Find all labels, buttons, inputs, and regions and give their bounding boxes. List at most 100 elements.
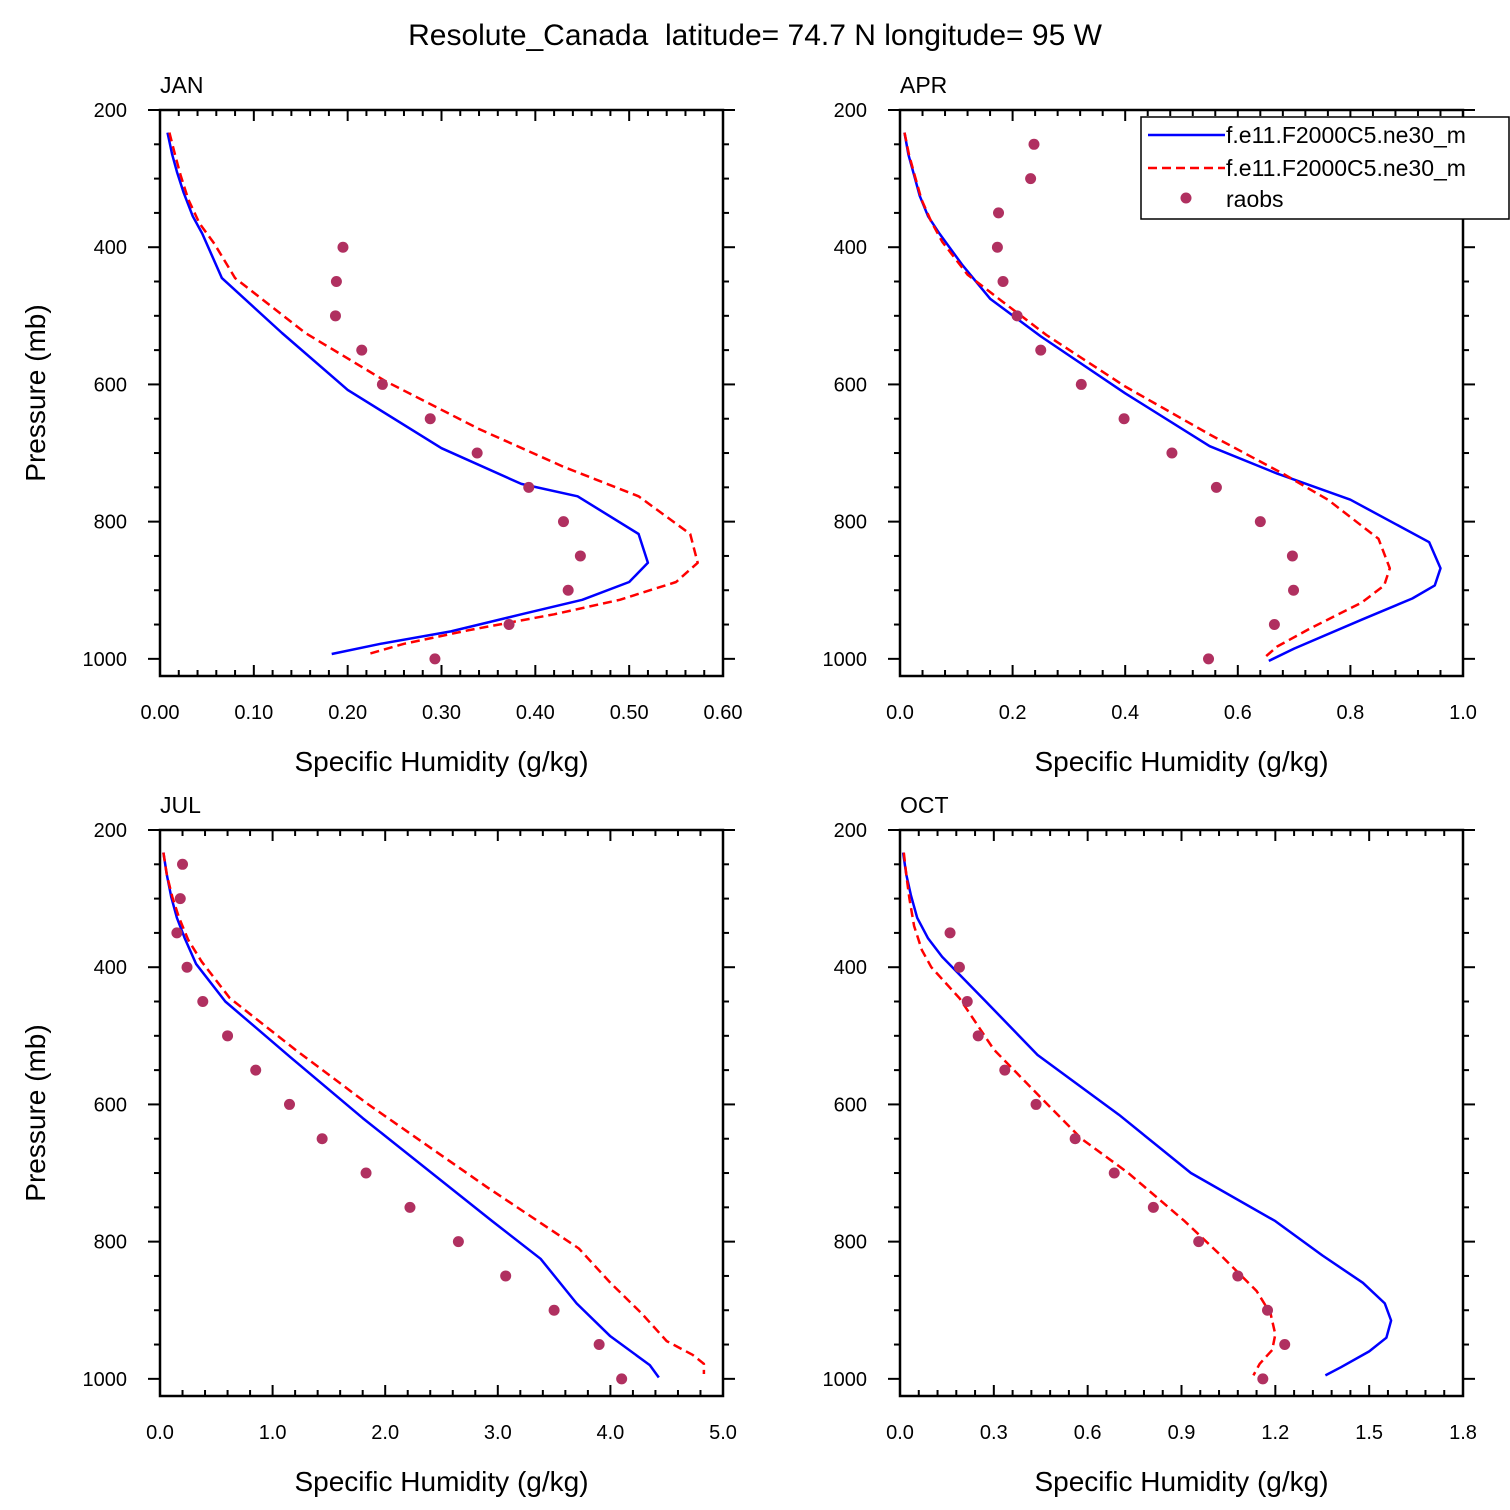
model-line-solid: [166, 132, 650, 656]
model-line-solid: [901, 852, 1393, 1377]
x-tick-label: 0.0: [146, 1422, 174, 1444]
x-tick-label: 0.60: [704, 702, 743, 724]
raobs-point: [548, 1304, 560, 1316]
model-line-solid: [903, 132, 1442, 663]
x-tick-label: 0.2: [999, 702, 1027, 724]
raobs-point: [500, 1270, 512, 1282]
raobs-point: [1075, 378, 1087, 390]
y-tick-label: 600: [834, 1094, 867, 1116]
raobs-point: [1203, 653, 1215, 665]
panel-jul: 0.0 1.0 2.0 3.0 4.0 5.0 200 400 600 800 1000 JUL Spe…: [20, 792, 737, 1497]
x-tick-label: 0.20: [328, 702, 367, 724]
raobs-point: [523, 481, 535, 493]
y-tick-label: 1000: [83, 1369, 128, 1391]
y-tick-label: 800: [834, 512, 867, 534]
raobs-point: [1030, 1098, 1042, 1110]
y-tick-label: 600: [94, 374, 127, 396]
raobs-point: [1011, 310, 1023, 322]
plot-frame: [898, 108, 1465, 678]
plot-frame: [158, 108, 725, 678]
figure-title: Resolute_Canada latitude= 74.7 N longitu…: [408, 19, 1102, 52]
raobs-point: [222, 1030, 234, 1042]
legend-swatch-marker: [1180, 192, 1192, 204]
panel-label: JUL: [160, 792, 201, 818]
raobs-point: [991, 241, 1003, 253]
x-tick-label: 3.0: [484, 1422, 512, 1444]
y-tick-label: 200: [834, 100, 867, 122]
raobs-point: [972, 1030, 984, 1042]
raobs-point: [1028, 138, 1040, 150]
raobs-point: [574, 550, 586, 562]
raobs-point: [997, 276, 1009, 288]
raobs-point: [429, 653, 441, 665]
panel-apr: 0.0 0.2 0.4 0.6 0.8 1.0 200 400 600 800 1000 APR Spe…: [823, 72, 1510, 777]
y-axis-label: Pressure (mb): [20, 304, 51, 481]
plot-frame: [898, 828, 1465, 1398]
y-tick-label: 1000: [83, 649, 128, 671]
raobs-point: [953, 961, 965, 973]
raobs-point: [330, 276, 342, 288]
raobs-point: [283, 1098, 295, 1110]
y-tick-label: 800: [94, 512, 127, 534]
model-line-solid: [162, 852, 660, 1379]
raobs-point: [356, 344, 368, 356]
raobs-point: [1108, 1167, 1120, 1179]
raobs-point: [1069, 1133, 1081, 1145]
panel-label: JAN: [160, 72, 203, 98]
y-tick-label: 200: [94, 820, 127, 842]
x-tick-label: 0.40: [516, 702, 555, 724]
y-tick-label: 800: [94, 1232, 127, 1254]
raobs-point: [557, 516, 569, 528]
y-tick-label: 600: [94, 1094, 127, 1116]
raobs-point: [1025, 173, 1037, 185]
raobs-point: [337, 241, 349, 253]
x-tick-label: 0.0: [886, 1422, 914, 1444]
x-tick-label: 0.50: [610, 702, 649, 724]
model-line-dashed: [162, 852, 706, 1374]
legend-entry: raobs: [1226, 186, 1284, 212]
panel-label: OCT: [900, 792, 949, 818]
y-tick-label: 200: [94, 100, 127, 122]
x-tick-label: 0.30: [422, 702, 461, 724]
raobs-point: [174, 893, 186, 905]
raobs-point: [1288, 584, 1300, 596]
raobs-point: [197, 996, 209, 1008]
x-tick-label: 0.10: [234, 702, 273, 724]
y-tick-label: 200: [834, 820, 867, 842]
x-tick-label: 0.00: [141, 702, 180, 724]
raobs-point: [452, 1236, 464, 1248]
raobs-point: [1254, 516, 1266, 528]
model-line-dashed: [903, 132, 1392, 660]
x-tick-label: 5.0: [709, 1422, 737, 1444]
x-axis-label: Specific Humidity (g/kg): [294, 1466, 588, 1497]
x-axis-label: Specific Humidity (g/kg): [1034, 1466, 1328, 1497]
y-tick-label: 400: [94, 237, 127, 259]
x-tick-label: 1.8: [1449, 1422, 1477, 1444]
legend: f.e11.F2000C5.ne30_m f.e11.F2000C5.ne30_m…: [1140, 116, 1510, 220]
raobs-point: [1193, 1236, 1205, 1248]
raobs-point: [1268, 619, 1280, 631]
x-axis-label: Specific Humidity (g/kg): [1034, 746, 1328, 777]
raobs-point: [944, 927, 956, 939]
raobs-point: [1257, 1373, 1269, 1385]
y-tick-label: 1000: [823, 1369, 868, 1391]
raobs-point: [329, 310, 341, 322]
y-tick-label: 1000: [823, 649, 868, 671]
plot-frame: [158, 828, 725, 1398]
x-axis-label: Specific Humidity (g/kg): [294, 746, 588, 777]
raobs-point: [471, 447, 483, 459]
raobs-point: [1210, 481, 1222, 493]
x-tick-label: 0.6: [1074, 1422, 1102, 1444]
raobs-point: [562, 584, 574, 596]
panel-jan: 0.00 0.10 0.20 0.30 0.40 0.50 0.60 200 400 600 800…: [20, 72, 742, 777]
raobs-point: [1118, 413, 1130, 425]
x-tick-label: 0.6: [1224, 702, 1252, 724]
raobs-point: [993, 207, 1005, 219]
x-tick-label: 1.0: [259, 1422, 287, 1444]
raobs-point: [1232, 1270, 1244, 1282]
x-tick-label: 0.4: [1111, 702, 1139, 724]
raobs-point: [593, 1339, 605, 1351]
panel-label: APR: [900, 72, 947, 98]
y-tick-label: 800: [834, 1232, 867, 1254]
raobs-point: [316, 1133, 328, 1145]
